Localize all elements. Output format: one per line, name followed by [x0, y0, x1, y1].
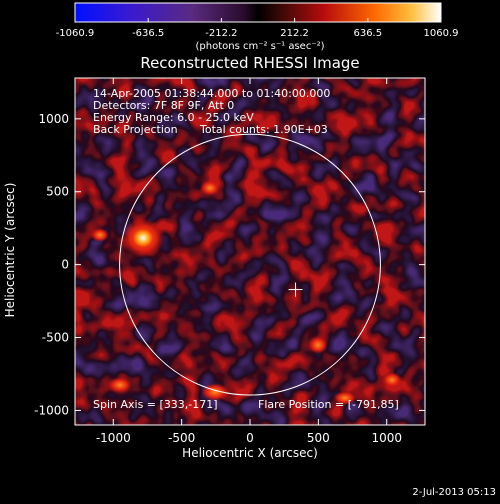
- y-axis-label: Heliocentric Y (arcsec): [3, 183, 17, 318]
- time-range-label: 14-Apr-2005 01:38:44.000 to 01:40:00.000: [93, 87, 330, 100]
- colorbar: [75, 3, 441, 22]
- x-tick-label: 1000: [371, 431, 402, 445]
- colorbar-units: (photons cm⁻² s⁻¹ asec⁻²): [195, 41, 324, 52]
- spin-axis-marker: [288, 282, 303, 297]
- spin-axis-label: Spin Axis = [333,-171]: [93, 398, 218, 411]
- y-tick-label: 1000: [38, 112, 69, 126]
- energy-range-label: Energy Range: 6.0 - 25.0 keV: [93, 111, 254, 124]
- y-tick-label: -500: [42, 331, 69, 345]
- axis-ticks: -1000 -500 0 500 1000 -1000 -500 0 500 1000: [34, 78, 425, 445]
- solar-limb-circle: [119, 133, 381, 396]
- flare-source: [131, 227, 155, 249]
- x-tick-label: -1000: [96, 431, 131, 445]
- x-tick-label: 500: [307, 431, 330, 445]
- timestamp-label: 2-Jul-2013 05:13: [412, 487, 496, 498]
- plot-title: Reconstructed RHESSI Image: [140, 54, 359, 72]
- colorbar-tick-label: 636.5: [353, 28, 382, 39]
- rhessi-image: [75, 78, 425, 425]
- x-tick-label: 0: [246, 431, 254, 445]
- detectors-label: Detectors: 7F 8F 9F, Att 0: [93, 99, 234, 112]
- y-tick-label: 500: [46, 185, 69, 199]
- colorbar-tick-label: -212.2: [205, 28, 237, 39]
- total-counts-label: Total counts: 1.90E+03: [199, 123, 328, 136]
- colorbar-tick-label: -636.5: [132, 28, 164, 39]
- x-tick-label: -500: [168, 431, 195, 445]
- y-tick-label: -1000: [34, 403, 69, 417]
- colorbar-tick-label: 212.2: [280, 28, 309, 39]
- colorbar-tick-label: -1060.9: [56, 28, 95, 39]
- colorbar-ticks: -1060.9 -636.5 -212.2 212.2 636.5 1060.9: [56, 18, 459, 39]
- y-tick-label: 0: [61, 258, 69, 272]
- flare-position-label: Flare Position = [-791,85]: [258, 398, 399, 411]
- x-axis-label: Heliocentric X (arcsec): [182, 446, 318, 460]
- colorbar-tick-label: 1060.9: [424, 28, 459, 39]
- method-label: Back Projection: [93, 123, 178, 136]
